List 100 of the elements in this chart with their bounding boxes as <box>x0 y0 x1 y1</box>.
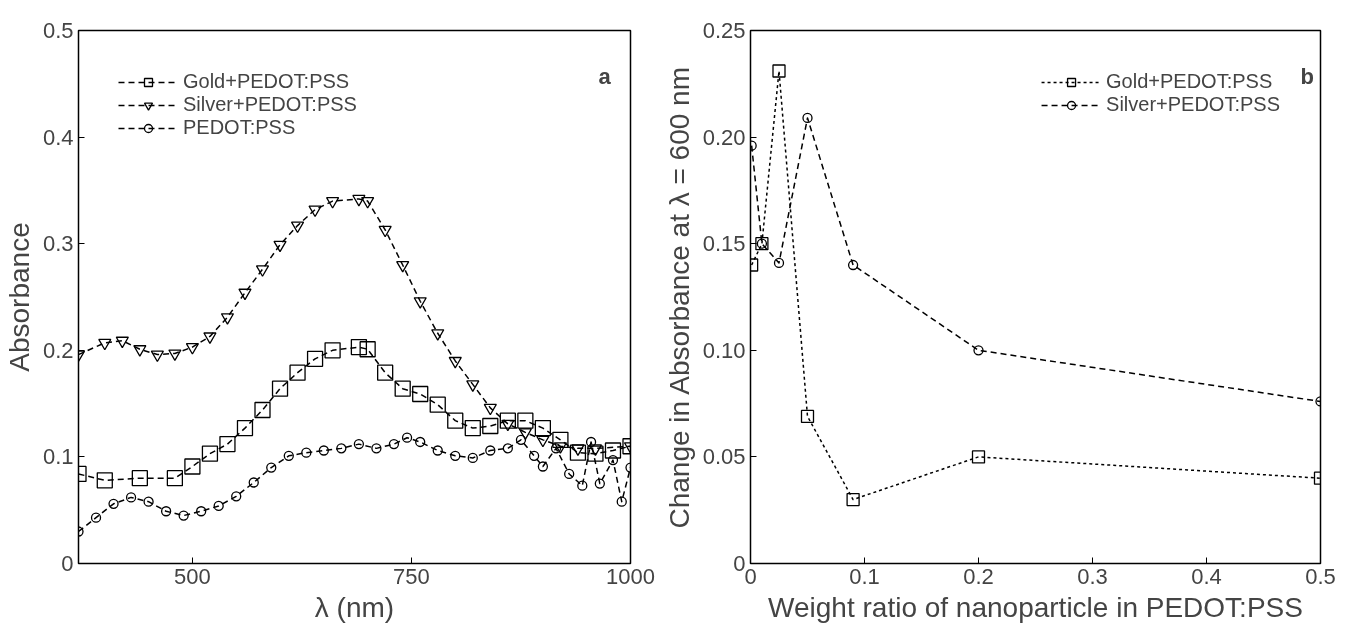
point <box>238 288 252 301</box>
legend-label: Silver+PEDOT:PSS <box>1106 93 1280 116</box>
x-axis-title: λ (nm) <box>314 591 395 623</box>
point <box>283 450 294 461</box>
point <box>98 338 112 351</box>
point <box>254 401 271 419</box>
point <box>255 265 270 277</box>
point <box>550 443 562 454</box>
point <box>528 450 540 461</box>
x-tick-label: 1000 <box>606 563 655 589</box>
point <box>588 444 603 456</box>
point <box>536 435 550 448</box>
point <box>273 240 287 253</box>
point <box>450 450 461 461</box>
point <box>271 380 289 397</box>
x-tick-label: 500 <box>174 563 211 589</box>
y-tick-label: 0.1 <box>42 444 74 470</box>
x-tick-label: 750 <box>393 563 430 589</box>
point <box>537 461 549 472</box>
point <box>168 349 182 362</box>
point <box>973 345 984 356</box>
point <box>800 409 815 424</box>
point <box>290 221 305 234</box>
point <box>324 342 341 359</box>
point <box>448 356 462 369</box>
point <box>219 435 236 453</box>
x-tick-label: 0.3 <box>1077 563 1108 589</box>
x-tick-label: 0.2 <box>963 563 994 589</box>
annotation: b <box>1300 63 1314 89</box>
point <box>353 438 365 450</box>
point <box>431 329 445 341</box>
point <box>352 194 366 207</box>
x-axis-title: Weight ratio of nanoparticle in PEDOT:PSS <box>768 591 1303 623</box>
legend-label: PEDOT:PSS <box>183 116 296 139</box>
point <box>350 338 368 356</box>
point <box>248 477 259 488</box>
point <box>412 385 429 403</box>
point <box>308 205 322 218</box>
point <box>143 496 154 507</box>
legend-label: Gold+PEDOT:PSS <box>183 70 350 93</box>
y-tick-label: 0.05 <box>702 444 746 470</box>
point <box>607 454 619 466</box>
point <box>318 445 329 456</box>
point <box>396 260 410 273</box>
point <box>501 419 515 432</box>
point <box>184 458 201 475</box>
point <box>571 444 585 456</box>
point <box>415 436 426 448</box>
point <box>447 412 464 429</box>
point <box>971 450 986 464</box>
point <box>432 445 443 456</box>
point <box>466 380 480 392</box>
point <box>772 64 786 78</box>
point <box>534 419 552 437</box>
point <box>325 196 340 209</box>
point <box>150 350 165 363</box>
y-tick-label: 0.25 <box>702 18 746 43</box>
point <box>301 447 312 458</box>
point <box>220 313 235 325</box>
point <box>464 419 481 437</box>
point <box>236 419 254 437</box>
y-tick-label: 0.2 <box>42 337 74 363</box>
point <box>306 350 324 367</box>
y-tick-label: 0.4 <box>42 124 74 150</box>
point <box>482 417 499 435</box>
point <box>564 468 575 480</box>
point <box>336 443 347 454</box>
x-tick-label: 0.4 <box>1191 563 1222 589</box>
point <box>266 462 277 473</box>
point <box>196 506 207 517</box>
point <box>502 443 513 454</box>
point <box>552 431 569 448</box>
y-tick-label: 0.10 <box>702 337 746 363</box>
point <box>585 436 597 448</box>
point <box>802 112 813 124</box>
point <box>773 257 785 269</box>
point <box>90 512 102 523</box>
point <box>133 345 147 357</box>
point <box>517 412 534 429</box>
point <box>377 364 394 381</box>
x-tick-label: 0.1 <box>849 563 880 589</box>
point <box>231 491 242 502</box>
point <box>429 396 446 413</box>
y-tick-label: 0.5 <box>42 18 74 43</box>
point <box>213 500 224 512</box>
point <box>359 341 376 358</box>
point <box>413 297 427 309</box>
point <box>125 492 137 503</box>
point <box>371 443 382 454</box>
point <box>499 412 516 429</box>
point <box>178 510 189 521</box>
point <box>185 342 200 355</box>
point <box>108 498 119 509</box>
point <box>515 434 527 445</box>
point <box>569 444 587 461</box>
point <box>553 442 568 454</box>
point <box>360 196 375 209</box>
y-tick-label: 0.20 <box>702 124 746 150</box>
point <box>160 506 172 517</box>
y-tick-label: 0.15 <box>702 231 746 257</box>
